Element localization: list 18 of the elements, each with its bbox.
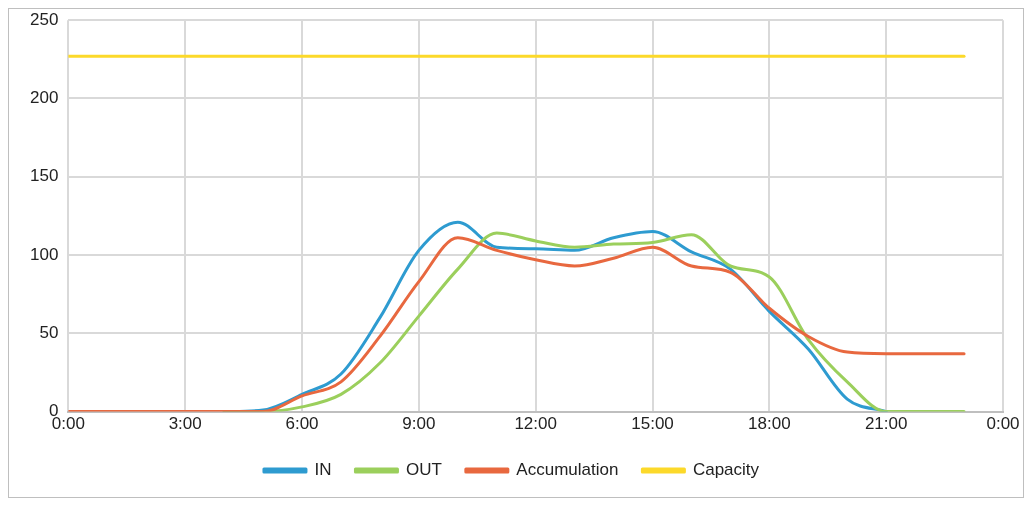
x-tick-label: 21:00 [864,414,908,434]
line-series [68,236,966,412]
legend-label: OUT [405,460,442,480]
legend-label: Capacity [692,460,760,480]
legend-label: IN [314,460,332,480]
y-tick-label: 100 [29,244,59,264]
x-tick-label: 15:00 [631,414,674,434]
x-tick-label: 9:00 [402,414,436,434]
y-tick-label: 50 [39,323,59,343]
x-tick-label: 0:00 [986,414,1020,434]
x-tick-label: 3:00 [168,414,202,434]
legend-label: Accumulation [516,460,619,480]
x-tick-label: 18:00 [748,414,791,434]
x-tick-label: 6:00 [285,414,319,434]
y-tick-label: 200 [29,88,59,108]
y-tick-label: 150 [29,166,59,186]
x-tick-label: 12:00 [514,414,557,434]
y-tick-label: 250 [29,9,59,29]
